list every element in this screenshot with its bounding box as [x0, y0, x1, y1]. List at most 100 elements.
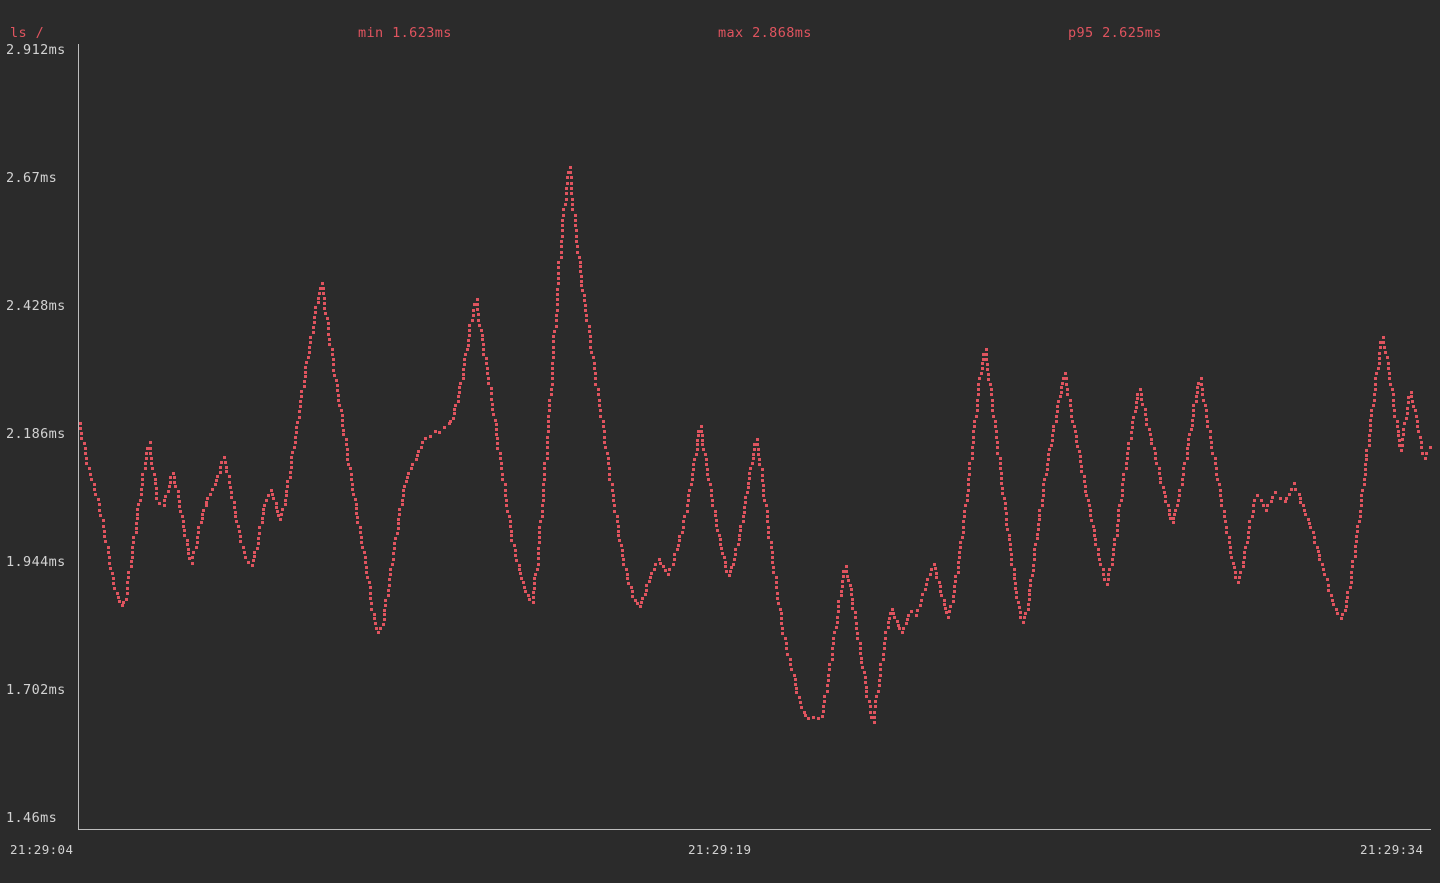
series-point — [1386, 356, 1389, 359]
series-point — [845, 565, 848, 568]
series-point — [1000, 472, 1003, 475]
series-point — [957, 571, 960, 574]
series-point — [1080, 470, 1083, 473]
series-point — [393, 542, 396, 545]
series-point — [598, 404, 601, 407]
series-point — [518, 564, 521, 567]
series-point — [1113, 538, 1116, 541]
series-point — [136, 517, 139, 520]
series-point — [225, 466, 228, 469]
series-point — [131, 546, 134, 549]
series-point — [1013, 573, 1016, 576]
series-point — [515, 559, 518, 562]
series-point — [854, 616, 857, 619]
series-point — [613, 510, 616, 513]
stat-max: max 2.868ms — [718, 25, 812, 41]
series-point — [734, 548, 737, 551]
series-point — [807, 717, 810, 720]
series-point — [705, 463, 708, 466]
series-point — [1214, 462, 1217, 465]
series-point — [748, 472, 751, 475]
series-point — [477, 319, 480, 322]
series-point — [173, 476, 176, 479]
series-point — [468, 329, 471, 332]
series-point — [252, 559, 255, 562]
series-point — [579, 261, 582, 264]
series-point — [1378, 357, 1381, 360]
series-point — [542, 494, 545, 497]
series-point — [490, 398, 493, 401]
series-point — [1093, 529, 1096, 532]
series-point — [1219, 494, 1222, 497]
series-point — [765, 504, 768, 507]
series-point — [943, 603, 946, 606]
series-point — [1087, 499, 1090, 502]
series-point — [1374, 388, 1377, 391]
series-point — [1006, 528, 1009, 531]
series-point — [356, 521, 359, 524]
series-point — [154, 482, 157, 485]
series-point — [126, 581, 129, 584]
series-point — [191, 556, 194, 559]
series-point — [1125, 462, 1128, 465]
series-point — [692, 463, 695, 466]
series-point — [1130, 431, 1133, 434]
series-point — [608, 473, 611, 476]
series-point — [532, 596, 535, 599]
series-point — [700, 425, 703, 428]
series-point — [878, 679, 881, 682]
series-point — [347, 463, 350, 466]
series-point — [411, 463, 414, 466]
series-point — [1242, 561, 1245, 564]
series-point — [504, 483, 507, 486]
series-point — [261, 517, 264, 520]
series-point — [971, 457, 974, 460]
series-point — [1326, 578, 1329, 581]
series-point — [837, 610, 840, 613]
series-point — [1225, 526, 1228, 529]
series-point — [1401, 438, 1404, 441]
series-point — [571, 203, 574, 206]
series-point — [462, 373, 465, 376]
series-point — [977, 393, 980, 396]
series-point — [295, 426, 298, 429]
series-point — [467, 339, 470, 342]
series-point — [299, 405, 302, 408]
series-point — [1037, 523, 1040, 526]
series-point — [581, 289, 584, 292]
series-point — [1401, 444, 1404, 447]
series-point — [706, 468, 709, 471]
series-point — [1299, 501, 1302, 504]
series-point — [471, 319, 474, 322]
series-point — [556, 303, 559, 306]
series-point — [766, 520, 769, 523]
series-point — [1351, 560, 1354, 563]
series-point — [846, 575, 849, 578]
series-point — [640, 601, 643, 604]
series-point — [1188, 433, 1191, 436]
series-point — [109, 567, 112, 570]
series-point — [608, 478, 611, 481]
series-point — [519, 572, 522, 575]
series-point — [220, 461, 223, 464]
series-point — [242, 546, 245, 549]
series-point — [1192, 404, 1195, 407]
series-point — [337, 394, 340, 397]
series-point — [523, 586, 526, 589]
series-point — [842, 570, 845, 573]
series-point — [136, 508, 139, 511]
series-point — [580, 284, 583, 287]
series-point — [1116, 529, 1119, 532]
series-point — [1336, 612, 1339, 615]
series-point — [317, 301, 320, 304]
series-point — [149, 452, 152, 455]
series-point — [1356, 530, 1359, 533]
series-point — [509, 525, 512, 528]
series-point — [561, 229, 564, 232]
series-point — [1178, 494, 1181, 497]
series-point — [622, 558, 625, 561]
series-point — [1331, 599, 1334, 602]
series-point — [702, 448, 705, 451]
series-point — [626, 577, 629, 580]
series-point — [696, 443, 699, 446]
